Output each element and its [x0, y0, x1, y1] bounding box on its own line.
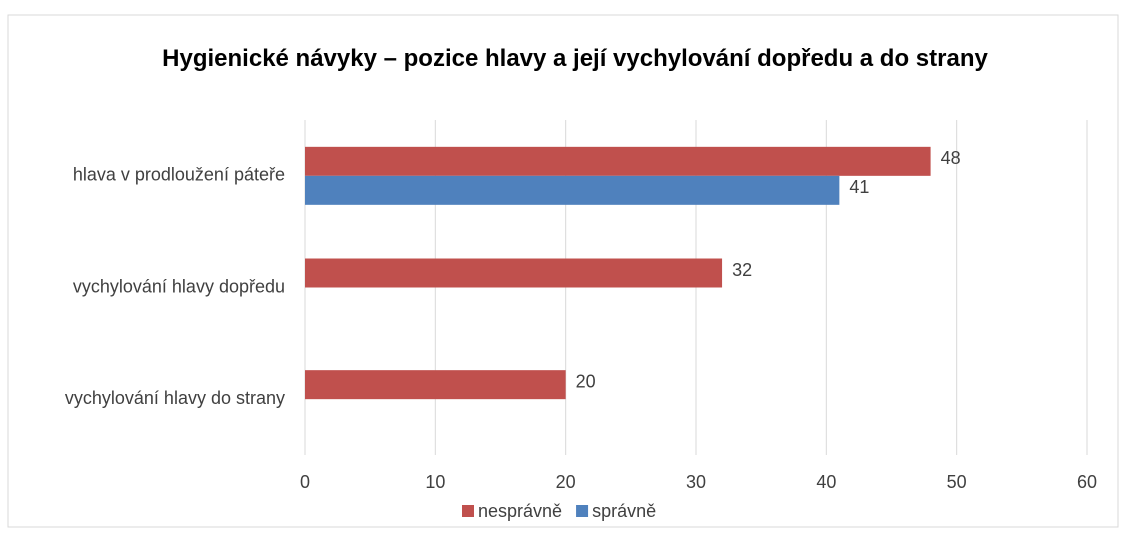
bar — [305, 175, 840, 205]
x-tick-label: 20 — [556, 472, 576, 492]
x-tick-label: 60 — [1077, 472, 1097, 492]
legend-swatch — [576, 505, 589, 517]
chart-title: Hygienické návyky – pozice hlavy a její … — [162, 45, 988, 72]
data-label: 48 — [941, 148, 961, 168]
bar — [305, 146, 931, 176]
x-tick-label: 50 — [947, 472, 967, 492]
x-tick-label: 0 — [300, 472, 310, 492]
x-tick-label: 10 — [425, 472, 445, 492]
chart-border — [7, 14, 1119, 528]
legend-label: správně — [592, 501, 656, 521]
legend-swatch — [462, 505, 474, 517]
bar — [305, 370, 566, 400]
x-tick-label: 30 — [686, 472, 706, 492]
data-label: 20 — [576, 371, 596, 391]
y-tick-label: vychylování hlavy do strany — [65, 388, 285, 408]
y-tick-label: vychylování hlavy dopředu — [73, 276, 285, 296]
data-label: 32 — [732, 260, 752, 280]
legend-label: nesprávně — [478, 501, 562, 521]
data-label: 41 — [849, 177, 869, 197]
y-tick-label: hlava v prodloužení páteře — [73, 165, 285, 185]
x-tick-label: 40 — [816, 472, 836, 492]
bar — [305, 258, 723, 288]
